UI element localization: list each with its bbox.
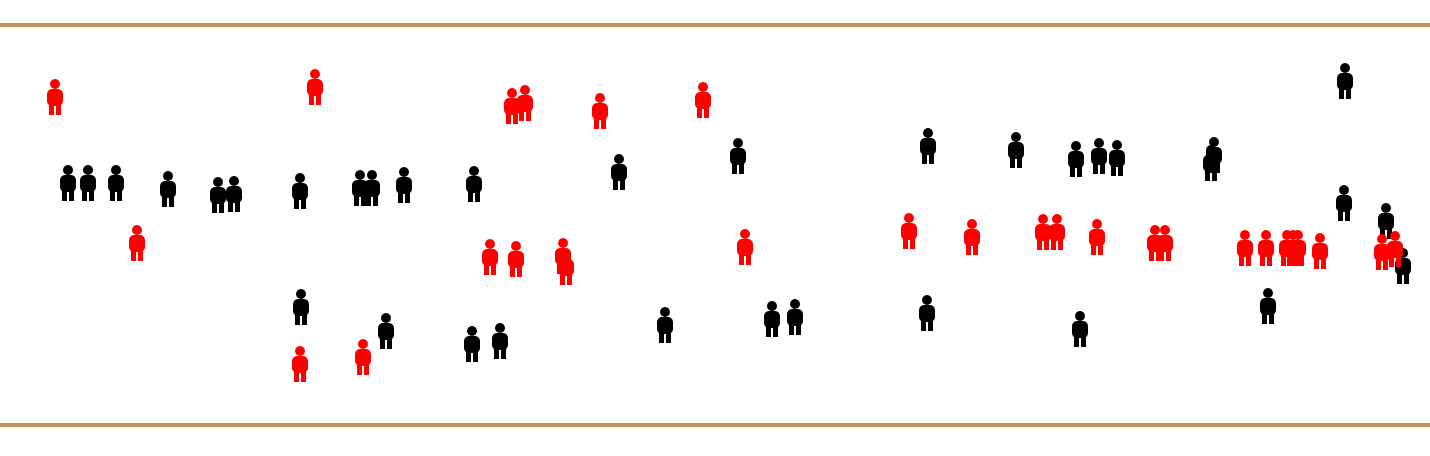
person-icon (695, 82, 711, 118)
person-icon (737, 229, 753, 265)
person-icon (1312, 233, 1328, 269)
person-icon (558, 249, 574, 285)
person-icon (517, 85, 533, 121)
person-icon (210, 177, 226, 213)
person-icon (1008, 132, 1024, 168)
person-icon (504, 88, 520, 124)
person-icon (1387, 231, 1403, 267)
person-icon (1049, 214, 1065, 250)
person-icon (466, 166, 482, 202)
person-icon (1089, 219, 1105, 255)
person-icon (964, 219, 980, 255)
person-icon (611, 154, 627, 190)
person-icon (160, 171, 176, 207)
person-icon (292, 346, 308, 382)
person-icon (355, 339, 371, 375)
person-icon (919, 295, 935, 331)
person-icon (1378, 203, 1394, 239)
person-icon (307, 69, 323, 105)
person-icon (364, 170, 380, 206)
person-icon (508, 241, 524, 277)
person-icon (60, 165, 76, 201)
person-icon (1157, 225, 1173, 261)
figures-layer (47, 63, 1411, 382)
person-icon (592, 93, 608, 129)
person-icon (1035, 214, 1051, 250)
person-icon (1237, 230, 1253, 266)
person-icon (1206, 137, 1222, 173)
person-icon (920, 128, 936, 164)
person-icon (464, 326, 480, 362)
person-icon (1337, 63, 1353, 99)
person-icon (1068, 141, 1084, 177)
person-icon (787, 299, 803, 335)
person-icon (80, 165, 96, 201)
person-icon (1260, 288, 1276, 324)
person-icon (352, 170, 368, 206)
person-icon (1290, 230, 1306, 266)
person-icon (492, 323, 508, 359)
person-icon (1109, 140, 1125, 176)
person-icon (730, 138, 746, 174)
person-icon (1072, 311, 1088, 347)
person-icon (226, 176, 242, 212)
person-icon (1374, 234, 1390, 270)
person-icon (129, 225, 145, 261)
person-icon (293, 289, 309, 325)
person-icon (378, 313, 394, 349)
person-icon (657, 307, 673, 343)
person-icon (1258, 230, 1274, 266)
person-icon (482, 239, 498, 275)
person-icon (396, 167, 412, 203)
person-icon (108, 165, 124, 201)
person-icon (764, 301, 780, 337)
person-icon (901, 213, 917, 249)
person-icon (1091, 138, 1107, 174)
person-icon (47, 79, 63, 115)
person-icon (1336, 185, 1352, 221)
person-icon (292, 173, 308, 209)
